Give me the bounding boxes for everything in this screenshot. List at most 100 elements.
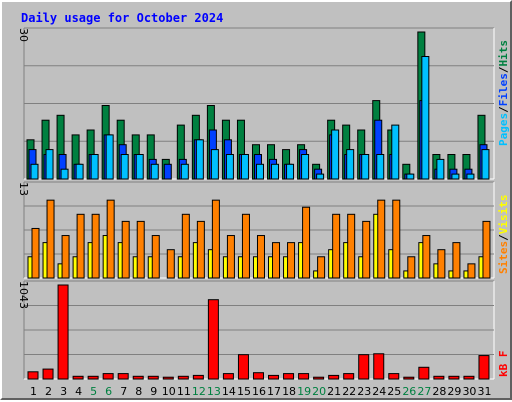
panel-2-ymax-label: 13 <box>17 182 30 196</box>
day-label-16: 16 <box>252 385 266 398</box>
pages-bar-21 <box>331 129 340 180</box>
kbytes-bar-27 <box>418 366 430 380</box>
day-label-28: 28 <box>432 385 446 398</box>
day-label-20: 20 <box>312 385 326 398</box>
pages-bar-28 <box>436 158 445 180</box>
sites-bar-29 <box>452 242 461 279</box>
panel-3 <box>23 280 495 380</box>
kbytes-bar-23 <box>358 354 370 380</box>
kbytes-bar-14 <box>222 373 234 380</box>
day-label-14: 14 <box>222 385 236 398</box>
day-label-31: 31 <box>477 385 491 398</box>
legend-sites: Sites <box>497 241 510 274</box>
sites-bar-4 <box>76 213 85 279</box>
sites-bar-24 <box>377 199 386 279</box>
sites-bar-26 <box>407 256 416 279</box>
day-label-1: 1 <box>30 385 37 398</box>
day-label-9: 9 <box>150 385 157 398</box>
sites-bar-20 <box>317 256 326 279</box>
pages-bar-3 <box>60 168 69 180</box>
kbytes-bar-19 <box>298 373 310 380</box>
sites-bar-8 <box>136 220 145 279</box>
day-label-5: 5 <box>90 385 97 398</box>
pages-bar-17 <box>271 163 280 180</box>
legend-pages: Pages <box>497 113 510 146</box>
day-label-26: 26 <box>402 385 416 398</box>
day-label-12: 12 <box>192 385 206 398</box>
kbytes-bar-16 <box>252 372 264 380</box>
legend-visits: Visits <box>497 195 510 235</box>
pages-bar-5 <box>90 154 99 180</box>
sites-bar-5 <box>91 213 100 279</box>
sites-bar-2 <box>46 199 55 279</box>
pages-bar-23 <box>361 154 370 180</box>
pages-bar-24 <box>376 154 385 180</box>
kbytes-bar-20 <box>313 376 325 380</box>
pages-bar-19 <box>301 154 310 180</box>
pages-bar-9 <box>150 163 159 180</box>
pages-bar-20 <box>316 173 325 180</box>
kbytes-bar-9 <box>147 375 159 380</box>
sites-bar-16 <box>256 235 265 279</box>
pages-bar-6 <box>105 134 114 180</box>
day-label-21: 21 <box>327 385 341 398</box>
kbytes-bar-25 <box>388 373 400 380</box>
kbytes-bar-6 <box>102 373 114 380</box>
pages-bar-31 <box>481 149 490 180</box>
day-label-17: 17 <box>267 385 281 398</box>
kbytes-bar-15 <box>237 354 249 380</box>
legend-sep-3: / <box>497 234 510 241</box>
sites-bar-6 <box>106 199 115 279</box>
legend-hits: Hits <box>497 40 510 67</box>
sites-bar-14 <box>226 235 235 279</box>
kbytes-bar-21 <box>328 374 340 380</box>
pages-bar-14 <box>225 154 234 180</box>
sites-bar-28 <box>437 249 446 279</box>
day-label-18: 18 <box>282 385 296 398</box>
chart-panels <box>23 27 495 380</box>
pages-bar-26 <box>406 173 415 180</box>
day-label-7: 7 <box>120 385 127 398</box>
sites-bar-23 <box>362 220 371 279</box>
sites-bar-21 <box>332 213 341 279</box>
kbytes-bar-28 <box>433 375 445 380</box>
pages-bar-27 <box>421 56 430 180</box>
kbytes-bar-3 <box>57 284 69 380</box>
sites-bar-7 <box>121 220 130 279</box>
day-label-8: 8 <box>135 385 142 398</box>
chart-bars <box>26 31 491 380</box>
pages-bar-7 <box>120 154 129 180</box>
sites-bar-9 <box>151 235 160 279</box>
sites-bar-19 <box>302 206 311 279</box>
sites-bar-13 <box>211 199 220 279</box>
kbytes-bar-26 <box>403 376 415 380</box>
sites-bar-22 <box>347 213 356 279</box>
day-label-4: 4 <box>75 385 82 398</box>
sites-bar-17 <box>272 242 281 279</box>
sites-bar-12 <box>196 220 205 279</box>
kbytes-bar-5 <box>87 375 99 380</box>
kbytes-bar-18 <box>283 373 295 380</box>
legend-sep-1: / <box>497 106 510 113</box>
kbytes-bar-13 <box>207 299 219 380</box>
pages-bar-12 <box>195 139 204 180</box>
files-bar-10 <box>163 163 172 180</box>
sites-bar-18 <box>287 242 296 279</box>
panel-1-ymax-label: 30 <box>17 28 30 42</box>
day-label-24: 24 <box>372 385 386 398</box>
day-label-19: 19 <box>297 385 311 398</box>
sites-bar-31 <box>482 220 491 279</box>
pages-bar-15 <box>240 154 249 180</box>
day-label-13: 13 <box>207 385 221 398</box>
kbytes-bar-29 <box>448 375 460 380</box>
day-label-15: 15 <box>237 385 251 398</box>
legend-files: Files <box>497 73 510 106</box>
day-label-6: 6 <box>105 385 112 398</box>
pages-bar-18 <box>286 163 295 180</box>
pages-bar-29 <box>451 173 460 180</box>
panel-3-ymax-label: 1043 <box>17 281 30 309</box>
kbytes-bar-17 <box>268 374 280 380</box>
pages-bar-25 <box>391 124 400 180</box>
